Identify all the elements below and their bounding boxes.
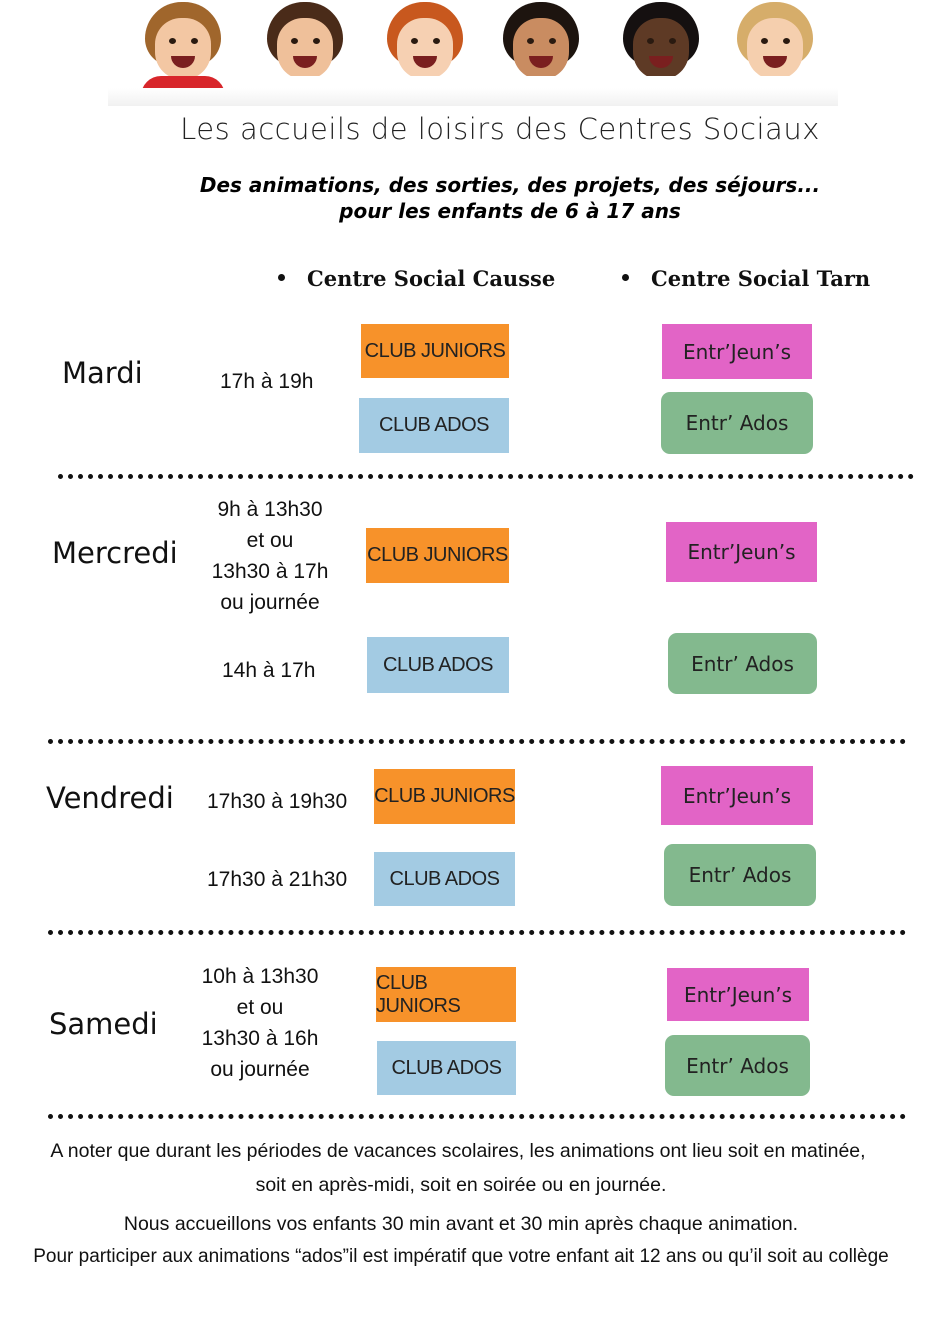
separator [58,474,914,479]
time-line: ou journée [220,591,320,614]
white-board [108,88,838,106]
club-ados-samedi: CLUB ADOS [377,1041,516,1095]
club-ados-mardi: CLUB ADOS [359,398,509,453]
entr-ados-mercredi: Entr’ Ados [668,633,817,694]
column-header-causse: Centre Social Causse [278,266,555,291]
child-6 [727,0,823,100]
time-line: 10h à 13h30 [201,965,319,988]
subtitle-line-1: Des animations, des sorties, des projets… [199,173,821,197]
child-1 [135,0,231,100]
time-mercredi: 9h à 13h30 et ou 13h30 à 17h ou journée [200,494,340,618]
club-juniors-vendredi: CLUB JUNIORS [374,769,515,824]
time-mardi: 17h à 19h [220,370,314,393]
separator [48,930,906,935]
club-ados-vendredi: CLUB ADOS [374,852,515,906]
time-line: 9h à 13h30 [217,498,323,521]
note-line-3: Nous accueillons vos enfants 30 min avan… [123,1213,799,1235]
bullet-icon [278,274,285,281]
entr-jeuns-samedi: Entr’Jeun’s [667,968,809,1021]
column-header-tarn: Centre Social Tarn [622,266,870,291]
time-mercredi-ados: 14h à 17h [222,659,316,682]
bullet-icon [622,274,629,281]
separator [48,739,906,744]
note-line-4: Pour participer aux animations “ados”il … [33,1246,889,1267]
child-5 [613,0,709,100]
entr-jeuns-mardi: Entr’Jeun’s [662,324,812,379]
child-3 [377,0,473,100]
children-header-image [105,0,845,110]
day-mardi: Mardi [62,356,143,390]
child-2 [257,0,353,100]
entr-ados-vendredi: Entr’ Ados [664,844,816,906]
subtitle-line-2: pour les enfants de 6 à 17 ans [339,199,681,223]
child-4 [493,0,589,100]
entr-jeuns-vendredi: Entr’Jeun’s [661,766,813,825]
time-vendredi-ados: 17h30 à 21h30 [207,868,348,891]
page-title: Les accueils de loisirs des Centres Soci… [180,112,820,146]
day-samedi: Samedi [49,1007,158,1041]
club-ados-mercredi: CLUB ADOS [367,637,509,693]
time-line: 13h30 à 16h [201,1027,319,1050]
club-juniors-mercredi: CLUB JUNIORS [366,528,509,583]
note-line-1: A noter que durant les périodes de vacan… [50,1140,866,1162]
column-header-tarn-label: Centre Social Tarn [651,266,871,291]
club-juniors-samedi: CLUB JUNIORS [376,967,516,1022]
column-header-causse-label: Centre Social Causse [307,266,556,291]
time-line: et ou [246,529,294,552]
time-line: ou journée [210,1058,310,1081]
entr-ados-samedi: Entr’ Ados [665,1035,810,1096]
day-vendredi: Vendredi [46,781,174,815]
note-line-2: soit en après-midi, soit en soirée ou en… [255,1174,667,1196]
time-samedi: 10h à 13h30 et ou 13h30 à 16h ou journée [190,961,330,1085]
separator [48,1114,906,1119]
day-mercredi: Mercredi [52,536,178,570]
entr-jeuns-mercredi: Entr’Jeun’s [666,522,817,582]
club-juniors-mardi: CLUB JUNIORS [361,324,509,378]
time-vendredi-juniors: 17h30 à 19h30 [207,790,348,813]
time-line: et ou [236,996,284,1019]
page-subtitle: Des animations, des sorties, des projets… [0,172,940,224]
entr-ados-mardi: Entr’ Ados [661,392,813,454]
time-line: 13h30 à 17h [211,560,329,583]
